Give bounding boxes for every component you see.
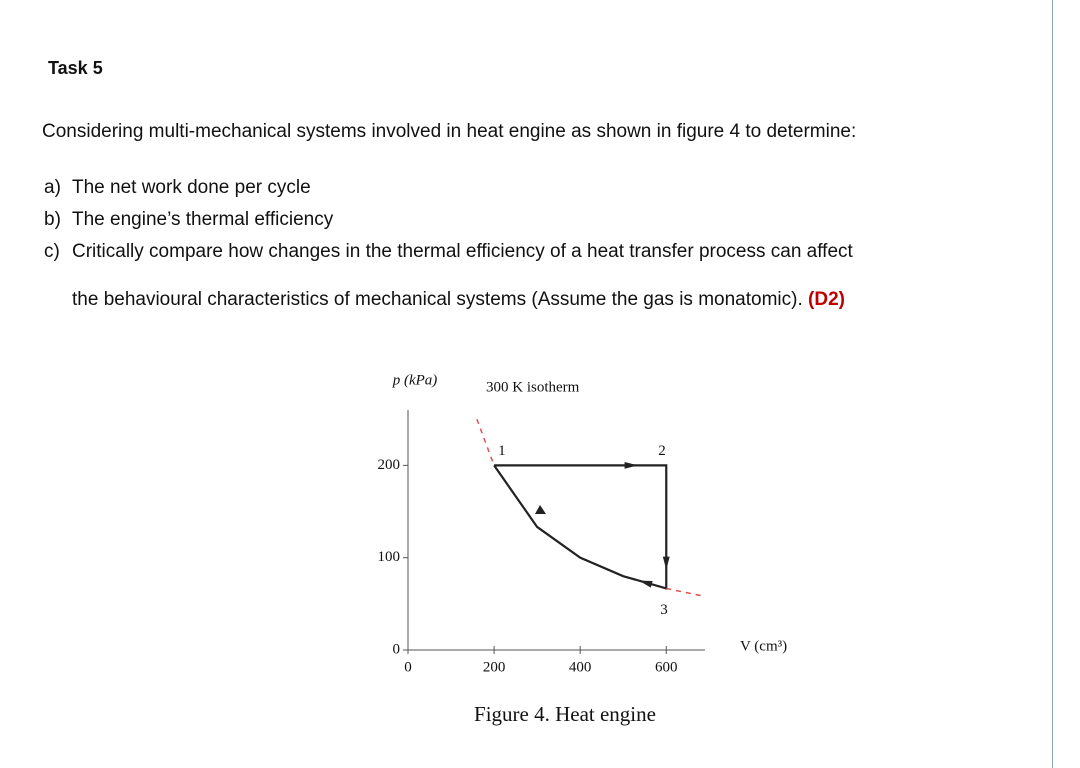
arrowhead: [662, 556, 670, 570]
item-tag: (D2): [808, 289, 845, 310]
x-tick-label: 0: [404, 659, 412, 675]
arrowhead: [638, 580, 653, 588]
x-tick-label: 400: [569, 659, 592, 675]
annotation: 300 K isotherm: [486, 379, 580, 395]
item-text-line: the behavioural characteristics of mecha…: [72, 289, 845, 311]
isotherm-line: [666, 587, 706, 598]
item-text: The net work done per cycle: [72, 177, 311, 198]
arrowhead: [624, 461, 638, 469]
intro: Considering multi-mechanical systems inv…: [42, 121, 857, 142]
item-text: The engine’s thermal efficiency: [72, 209, 334, 230]
item-marker: a): [44, 177, 61, 198]
item-marker: b): [44, 209, 61, 230]
item-marker: c): [44, 241, 60, 262]
task-title: Task 5: [48, 58, 103, 78]
cycle-path: [493, 464, 668, 590]
arrowhead: [535, 505, 546, 514]
item-text: Critically compare how changes in the th…: [72, 241, 853, 262]
y-tick-label: 0: [393, 641, 401, 657]
x-axis-label: V (cm³): [740, 638, 787, 654]
y-axis-label: p (kPa): [392, 372, 438, 388]
point-label: 3: [660, 602, 668, 618]
page-edge: [1052, 0, 1053, 768]
y-tick-label: 200: [378, 457, 401, 473]
x-tick-label: 200: [483, 659, 506, 675]
caption: Figure 4. Heat engine: [474, 702, 656, 726]
item-text: the behavioural characteristics of mecha…: [72, 289, 803, 310]
x-tick-label: 600: [655, 659, 678, 675]
y-tick-label: 100: [378, 549, 401, 565]
point-label: 2: [658, 443, 666, 459]
isotherm-line: [476, 418, 495, 466]
point-label: 1: [498, 443, 506, 459]
